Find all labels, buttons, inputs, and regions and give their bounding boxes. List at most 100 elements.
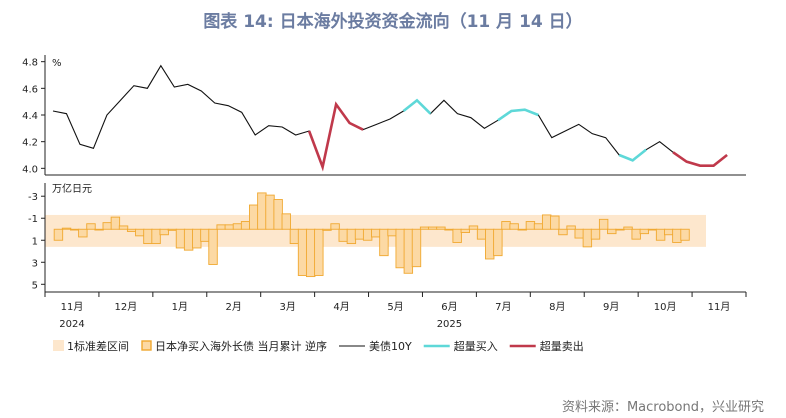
top-y-tick-label: 4.0 [22, 164, 38, 175]
flow-bar [485, 228, 495, 260]
flow-bar [664, 228, 674, 236]
bottom-y-tick-label: -3 [28, 192, 38, 203]
legend-label: 超量买入 [454, 339, 498, 353]
flow-bar [208, 228, 218, 265]
x-year-label: 2025 [437, 319, 462, 330]
flow-bar [346, 228, 357, 245]
x-tick-label: 10月 [654, 301, 677, 313]
flow-bar [110, 216, 121, 230]
x-axis: 11月 12月 1月 2月 3月 4月 5月 6月 7月 8月 9月 10月 11月 2024 2025 [44, 291, 747, 330]
flow-bar [314, 228, 324, 276]
flow-bar [428, 226, 438, 230]
flow-bar [86, 223, 96, 230]
flow-bar [126, 228, 137, 232]
flow-bar [558, 228, 568, 236]
legend-label: 超量卖出 [540, 339, 584, 353]
top-unit-label: % [52, 58, 62, 69]
flow-bar [476, 228, 487, 240]
x-tick-label: 4月 [333, 301, 349, 313]
legend-label: 日本净买入海外长债 当月累计 逆序 [155, 339, 327, 353]
flow-bar [159, 228, 169, 236]
bottom-y-tick-label: 3 [32, 258, 38, 269]
flow-bar [53, 228, 64, 241]
flow-bar [118, 225, 129, 230]
legend: 1标准差区间 日本净买入海外长债 当月累计 逆序 美债10Y 超量买入 超量卖出 [53, 339, 584, 353]
flow-bar [574, 228, 584, 239]
flow-bar [598, 218, 609, 230]
flow-bar [371, 228, 381, 238]
flow-bar [517, 228, 527, 231]
flow-bar [387, 228, 397, 237]
flow-bar [273, 199, 283, 230]
flow-bar [379, 228, 389, 257]
flow-bar [460, 228, 470, 233]
legend-label: 美债10Y [369, 339, 412, 353]
flow-bar [94, 228, 104, 231]
flow-bar [224, 224, 235, 230]
flow-bar [183, 228, 194, 251]
flow-bar [566, 225, 576, 230]
x-tick-label: 3月 [279, 301, 295, 313]
flow-bar [533, 223, 544, 230]
flow-bar [623, 226, 633, 230]
flow-bar [143, 228, 153, 245]
flow-bar [550, 215, 560, 230]
flow-bar [69, 228, 80, 231]
flow-bar [354, 228, 365, 240]
flow-bar [444, 228, 454, 231]
flow-bar [468, 225, 479, 230]
flow-bar [525, 221, 536, 230]
legend-swatch-bar [141, 340, 152, 351]
top-y-tick-label: 4.2 [22, 138, 38, 149]
excess-sell-segment [307, 101, 364, 172]
us10y-line [52, 64, 728, 169]
bottom-panel: -3 -1 1 3 5 万亿日元 [28, 182, 706, 292]
flow-bar [265, 194, 275, 230]
bottom-y-tick-label: -1 [28, 214, 38, 225]
legend-swatch-band [53, 340, 64, 351]
excess-buy-segment [402, 98, 432, 115]
top-panel: 4.0 4.2 4.4 4.6 4.8% [22, 55, 746, 176]
flow-bar [281, 213, 291, 230]
excess-sell-segment [672, 151, 728, 167]
flow-bar [305, 228, 316, 278]
flow-bar [232, 223, 243, 230]
excess-buy-segment [618, 148, 647, 162]
x-tick-label: 9月 [603, 301, 619, 313]
flow-bar [501, 221, 511, 230]
flow-bar [680, 228, 690, 241]
flow-bar [655, 228, 666, 241]
flow-bar [672, 228, 682, 243]
top-y-tick-label: 4.4 [22, 111, 38, 122]
x-tick-label: 5月 [387, 301, 403, 313]
flow-bar [647, 228, 658, 231]
flow-bar [135, 228, 145, 237]
flow-bar [452, 228, 462, 243]
flow-bar [582, 228, 593, 248]
flow-bar [590, 228, 601, 240]
flow-bar [175, 228, 186, 249]
flow-bar [78, 228, 88, 238]
flow-bar [419, 226, 430, 230]
flow-bar [200, 228, 210, 242]
legend-label: 1标准差区间 [67, 339, 129, 353]
x-tick-label: 1月 [172, 301, 188, 313]
flow-bar [240, 221, 251, 230]
flow-bar [639, 228, 650, 235]
flow-bar [615, 228, 625, 231]
flow-bar [362, 228, 373, 241]
flow-bar [330, 223, 340, 230]
x-year-label: 2024 [59, 319, 84, 330]
chart-title: 图表 14: 日本海外投资资金流向（11 月 14 日） [203, 12, 583, 32]
flow-bar [607, 228, 617, 235]
flow-bar [61, 227, 72, 230]
top-y-tick-label: 4.8 [22, 58, 38, 69]
flow-bar [493, 228, 503, 257]
flow-bar [509, 223, 519, 230]
bottom-y-tick-label: 1 [32, 236, 38, 247]
flow-bar [192, 228, 202, 249]
bottom-y-tick-label: 5 [32, 280, 38, 291]
flow-bar [411, 228, 422, 268]
x-tick-label: 7月 [495, 301, 511, 313]
bottom-unit-label: 万亿日元 [52, 182, 92, 195]
